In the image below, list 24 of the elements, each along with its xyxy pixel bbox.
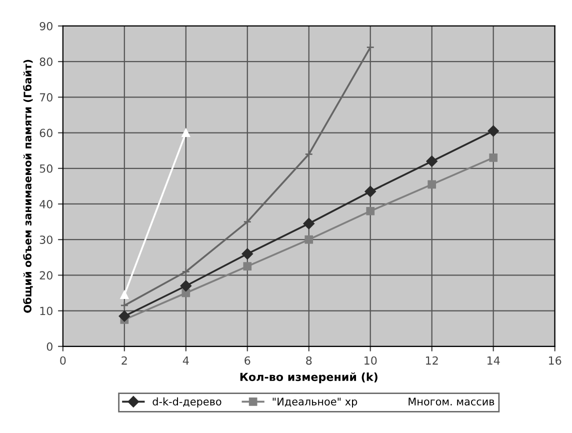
y-tick-label: 90 bbox=[40, 22, 52, 30]
x-axis-title: Кол-во измерений (k) bbox=[240, 372, 378, 384]
x-tick-label: 2 bbox=[122, 356, 127, 365]
x-tick-label: 4 bbox=[182, 356, 189, 365]
y-tick-label: 80 bbox=[40, 58, 52, 66]
y-tick-label: 10 bbox=[40, 306, 52, 316]
x-tick-label: 16 bbox=[548, 356, 562, 365]
y-tick-label: 40 bbox=[40, 200, 52, 208]
y-tick-label: 20 bbox=[40, 271, 52, 280]
x-tick-label: 12 bbox=[426, 356, 438, 365]
y-tick-label: 60 bbox=[40, 128, 52, 138]
legend-label: d-k-d-дерево bbox=[152, 397, 222, 408]
y-tick-label: 50 bbox=[40, 164, 52, 173]
y-tick-label: 0 bbox=[46, 342, 52, 351]
x-tick-label: 14 bbox=[488, 356, 500, 365]
y-tick-label: 70 bbox=[40, 93, 52, 102]
x-tick-label: 0 bbox=[60, 356, 66, 365]
legend-label: "Идеальное" хр bbox=[272, 398, 358, 408]
y-tick-label: 30 bbox=[40, 236, 52, 244]
x-tick-label: 8 bbox=[306, 356, 312, 365]
x-tick-label: 6 bbox=[244, 356, 250, 365]
text: Многом. массив bbox=[408, 398, 494, 406]
x-tick-label: 10 bbox=[364, 356, 377, 365]
y-axis-title: Общий объем занимаемой памяти (Гбайт) bbox=[23, 60, 33, 313]
